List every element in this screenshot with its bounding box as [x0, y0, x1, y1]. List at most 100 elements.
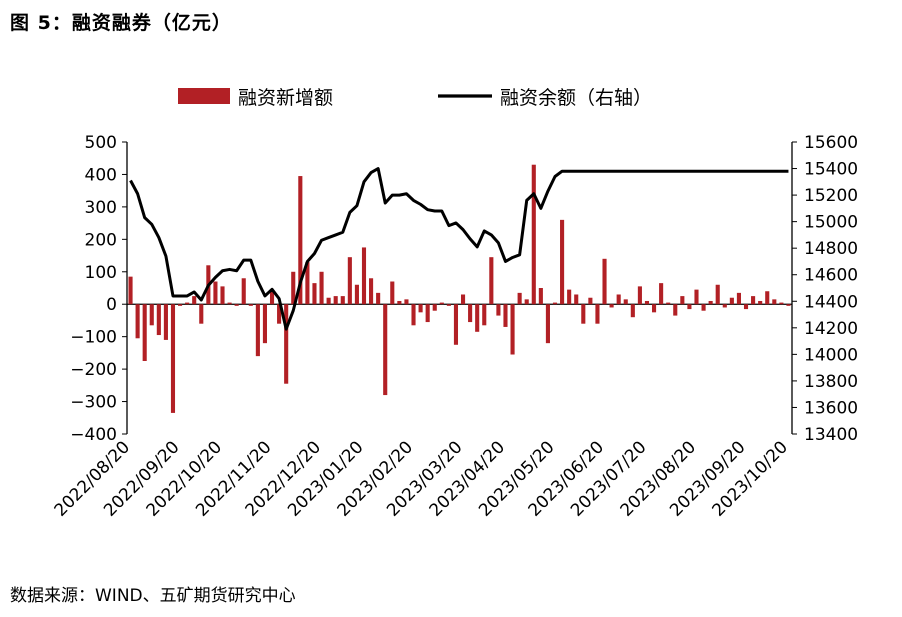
- bar: [588, 297, 593, 305]
- bar: [630, 304, 635, 318]
- bar: [326, 297, 331, 305]
- bar: [460, 294, 466, 305]
- bar: [432, 304, 437, 311]
- chart: 融资新增额 融资余额（右轴） 500 400 300 200 100 0 −100 −200 −…: [51, 87, 858, 521]
- left-tick-label: −200: [70, 360, 117, 380]
- bar: [220, 286, 225, 305]
- bar: [779, 302, 784, 305]
- bar: [241, 278, 246, 305]
- bar: [156, 304, 161, 336]
- bar: [673, 304, 678, 316]
- left-tick-label: 100: [85, 263, 117, 283]
- bar: [489, 257, 494, 305]
- right-tick-label: 14000: [804, 345, 858, 365]
- bar: [772, 299, 777, 305]
- bar: [680, 296, 685, 305]
- bar: [340, 296, 345, 305]
- bar: [751, 296, 756, 305]
- bar: [574, 294, 579, 305]
- left-tick-label: −300: [70, 393, 117, 413]
- bar: [560, 219, 565, 305]
- bar: [765, 291, 770, 305]
- bar: [248, 304, 253, 306]
- right-tick-label: 15000: [804, 213, 858, 233]
- bar: [538, 288, 543, 305]
- bar: [722, 304, 727, 308]
- bar: [694, 289, 699, 305]
- bar: [439, 302, 444, 305]
- bar: [213, 281, 218, 305]
- bar: [333, 296, 338, 305]
- bar: [743, 304, 749, 310]
- bar: [687, 304, 692, 310]
- bar: [170, 304, 176, 413]
- bar: [397, 300, 402, 305]
- bar: [227, 302, 232, 305]
- left-tick-label: −400: [70, 425, 117, 445]
- legend: 融资新增额 融资余额（右轴）: [178, 87, 652, 109]
- bar: [411, 304, 416, 326]
- figure-title: 图 5：融资融券（亿元）: [10, 12, 232, 34]
- bar: [524, 299, 529, 305]
- right-tick-label: 14400: [804, 292, 858, 312]
- bar: [531, 164, 536, 305]
- bar: [262, 304, 268, 344]
- bar: [786, 304, 791, 306]
- bar: [651, 304, 657, 313]
- bar: [418, 304, 423, 313]
- right-tick-label: 15400: [804, 160, 858, 180]
- bar: [354, 284, 359, 305]
- right-tick-label: 14800: [804, 239, 858, 259]
- bar: [361, 247, 367, 305]
- bar: [369, 278, 374, 305]
- right-tick-label: 14600: [804, 266, 858, 286]
- left-tick-label: 400: [85, 165, 117, 185]
- right-tick-label: 15600: [804, 133, 858, 153]
- legend-label-bar: 融资新增额: [238, 87, 333, 109]
- bar: [312, 283, 317, 305]
- legend-label-line: 融资余额（右轴）: [500, 87, 652, 109]
- bar: [383, 304, 388, 396]
- bar: [637, 286, 642, 305]
- bar: [729, 297, 734, 305]
- bar: [347, 257, 352, 305]
- bar: [666, 302, 671, 305]
- bar: [581, 304, 586, 324]
- bar: [128, 276, 133, 305]
- bar: [475, 304, 480, 332]
- bar: [149, 304, 154, 326]
- right-tick-label: 13600: [804, 398, 858, 418]
- bar: [701, 304, 706, 311]
- left-tick-label: 300: [85, 198, 117, 218]
- bar: [609, 304, 614, 308]
- left-tick-label: 500: [85, 133, 117, 153]
- bar: [545, 304, 550, 344]
- bar: [269, 291, 275, 305]
- bar: [192, 296, 197, 305]
- bar: [602, 258, 607, 305]
- right-tick-label: 14200: [804, 319, 858, 339]
- bar: [135, 304, 140, 339]
- bar: [291, 271, 296, 305]
- bar: [496, 304, 501, 316]
- bar: [715, 284, 720, 305]
- right-tick-label: 13400: [804, 425, 858, 445]
- left-tick-label: −100: [70, 328, 117, 348]
- bar: [255, 304, 260, 357]
- bar: [390, 281, 395, 305]
- source-note: 数据来源：WIND、五矿期货研究中心: [10, 586, 296, 606]
- legend-swatch-bar: [178, 88, 230, 104]
- bar: [708, 300, 713, 305]
- bar: [659, 283, 664, 305]
- bar: [163, 304, 168, 340]
- bar: [425, 304, 430, 323]
- bar: [758, 300, 763, 305]
- bar: [446, 304, 451, 306]
- bar: [185, 302, 190, 305]
- bar: [616, 294, 621, 305]
- bar: [482, 304, 487, 326]
- bar: [552, 302, 558, 305]
- bar: [736, 292, 741, 305]
- right-tick-label: 15200: [804, 186, 858, 206]
- bar: [623, 299, 628, 305]
